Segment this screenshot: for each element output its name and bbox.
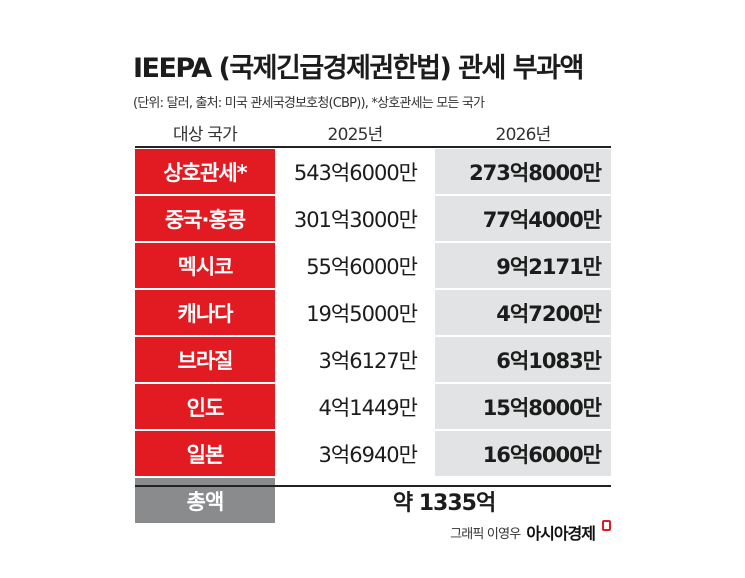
country-cell: 상호관세* — [135, 149, 275, 194]
value-2026-cell: 273억8000만 — [435, 149, 611, 194]
country-cell: 브라질 — [135, 337, 275, 382]
country-cell: 캐나다 — [135, 290, 275, 335]
value-2026-cell: 9억2171만 — [435, 243, 611, 288]
table-row: 일본 3억6940만 16억6000만 — [135, 431, 611, 476]
value-2026-cell: 16억6000만 — [435, 431, 611, 476]
country-cell: 인도 — [135, 384, 275, 429]
header-country: 대상 국가 — [173, 125, 238, 145]
brand-logo: 아시아경제 — [526, 524, 596, 543]
graphic-credit: 그래픽 이영우 — [450, 526, 521, 542]
credit-line: 그래픽 이영우 아시아경제 — [450, 519, 611, 544]
value-2025-cell: 19억5000만 — [277, 290, 433, 335]
table-row: 상호관세* 543억6000만 273억8000만 — [135, 149, 611, 194]
country-cell: 멕시코 — [135, 243, 275, 288]
value-2026-cell: 15억8000만 — [435, 384, 611, 429]
value-2026-cell: 77억4000만 — [435, 196, 611, 241]
value-2025-cell: 543억6000만 — [277, 149, 433, 194]
table-header: 대상 국가 2025년 2026년 — [135, 114, 611, 148]
value-2025-cell: 301억3000만 — [277, 196, 433, 241]
table-row: 캐나다 19억5000만 4억7200만 — [135, 290, 611, 335]
tariff-table: 상호관세* 543억6000만 273억8000만 중국·홍콩 301억3000… — [135, 149, 611, 525]
infographic-title: IEEPA (국제긴급경제권한법) 관세 부과액 — [133, 53, 584, 84]
table-row: 인도 4억1449만 15억8000만 — [135, 384, 611, 429]
country-cell: 일본 — [135, 431, 275, 476]
value-2025-cell: 4억1449만 — [277, 384, 433, 429]
brand-mark-icon — [602, 519, 611, 531]
table-row: 브라질 3억6127만 6억1083만 — [135, 337, 611, 382]
table-bottom-rule — [135, 485, 611, 487]
table-row: 멕시코 55억6000만 9억2171만 — [135, 243, 611, 288]
value-2025-cell: 3억6127만 — [277, 337, 433, 382]
table-row: 중국·홍콩 301억3000만 77억4000만 — [135, 196, 611, 241]
value-2026-cell: 4억7200만 — [435, 290, 611, 335]
value-2026-cell: 6억1083만 — [435, 337, 611, 382]
header-year-2026: 2026년 — [495, 125, 552, 145]
header-year-2025: 2025년 — [327, 125, 384, 145]
infographic-subtitle: (단위: 달러, 출처: 미국 관세국경보호청(CBP)), *상호관세는 모든… — [133, 96, 485, 111]
value-2025-cell: 55억6000만 — [277, 243, 433, 288]
value-2025-cell: 3억6940만 — [277, 431, 433, 476]
country-cell: 중국·홍콩 — [135, 196, 275, 241]
